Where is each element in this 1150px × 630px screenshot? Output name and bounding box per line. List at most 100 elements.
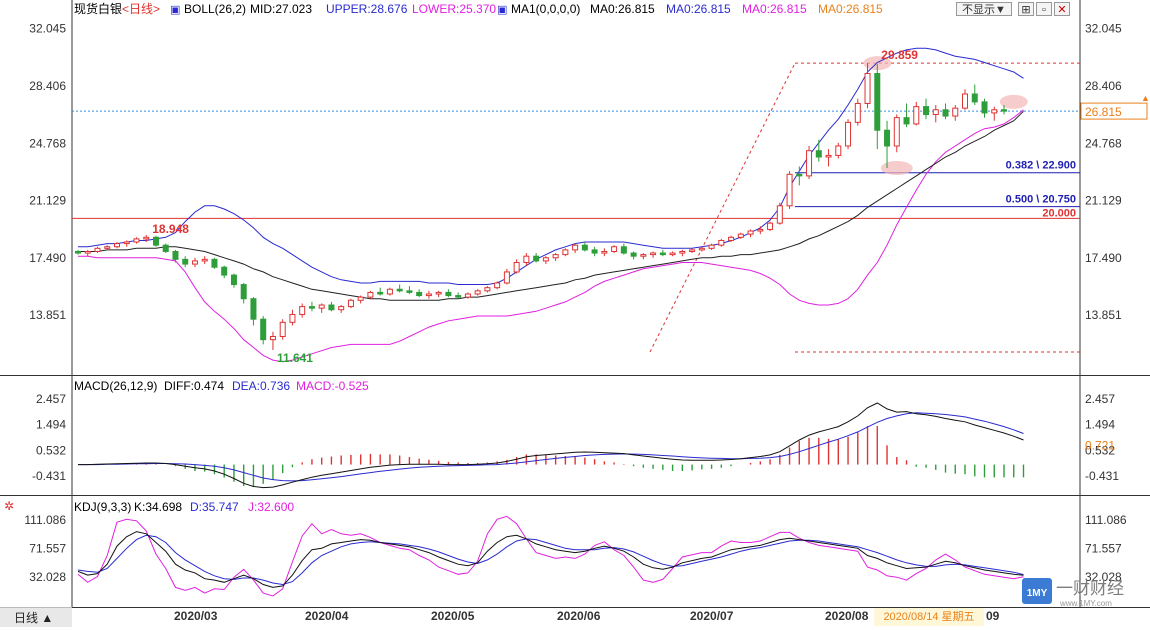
candle-body	[191, 260, 198, 265]
watermark-text: 一财财经	[1056, 579, 1124, 598]
candle-body	[572, 244, 579, 251]
candle-body	[84, 250, 91, 254]
candle-body	[845, 121, 852, 147]
kdj-label: KDJ(9,3,3)	[74, 500, 131, 514]
macd-y-tick: -0.431	[32, 469, 66, 483]
y-tick-label: 13.851	[1085, 308, 1122, 322]
candle-body	[659, 252, 666, 256]
y-tick-label: 24.768	[1085, 136, 1122, 150]
candle-body	[971, 93, 978, 103]
prior-high-annotation: 18.948	[152, 222, 189, 236]
candle-body	[767, 222, 774, 230]
candle-body	[221, 266, 228, 276]
candle-body	[523, 255, 530, 263]
candle-body	[601, 250, 608, 254]
price-arrow-icon: ▲	[1141, 93, 1150, 103]
candle-body	[338, 306, 345, 311]
period-tab[interactable]: 日线 ▲	[0, 607, 72, 627]
candle-body	[796, 173, 803, 177]
macd-y-tick: 2.457	[1085, 392, 1115, 406]
candle-body	[893, 117, 900, 147]
candle-body	[689, 249, 696, 252]
watermark: 1MY 一财财经 www.1MY.com	[1020, 572, 1146, 614]
restore-button[interactable]: ▫	[1036, 2, 1052, 16]
candle-body	[347, 299, 354, 308]
candle-body	[172, 250, 179, 260]
candle-body	[669, 252, 676, 256]
month-label: 2020/04	[305, 609, 349, 623]
candle-body	[903, 117, 910, 125]
high-annotation: 29.859	[881, 48, 918, 62]
macd-legend: MACD(26,12,9) DIFF:0.474 DEA:0.736 MACD:…	[74, 379, 369, 393]
macd-label: MACD(26,12,9)	[74, 379, 157, 393]
candle-body	[289, 313, 296, 323]
candle-body	[620, 246, 627, 254]
kdj-d-line	[77, 534, 1024, 586]
layout-button[interactable]: ⊞	[1018, 2, 1034, 16]
candle-body	[425, 293, 432, 297]
candle-body	[230, 274, 237, 286]
watermark-logo-icon	[1022, 578, 1052, 604]
y-tick-label: 21.129	[1085, 194, 1122, 208]
settings-icon[interactable]: ✲	[4, 499, 14, 513]
current-price-tag: 26.815	[1085, 105, 1122, 119]
kdj-y-tick: 71.557	[1085, 542, 1122, 556]
y-tick-label: 32.045	[29, 22, 66, 36]
candle-body	[981, 101, 988, 114]
candle-body	[503, 271, 510, 284]
candle-body	[611, 246, 618, 252]
kdj-k-line	[77, 531, 1024, 588]
price-panel[interactable]: 29.859 11.641 18.948 0.382 \ 22.900 0.500 \ …	[72, 47, 1150, 365]
price-tag-box	[1080, 102, 1148, 120]
macd-y-tick: 0.532	[1085, 443, 1115, 457]
candle-body	[630, 252, 637, 257]
price-legend: 现货白银 <日线> ▣ BOLL(26,2) MID:27.023 UPPER:…	[74, 1, 883, 16]
ma-value-1: MA0:26.815	[590, 2, 655, 16]
candle-body	[377, 291, 384, 295]
candle-body	[581, 244, 588, 251]
candle-body	[455, 295, 462, 298]
candle-body	[591, 249, 598, 254]
macd-hist-value: MACD:-0.525	[296, 379, 369, 393]
macd-y-tick: 2.457	[36, 392, 66, 406]
candle-body	[123, 241, 130, 245]
kdj-d-value: D:35.747	[190, 500, 239, 514]
macd-diff-value: DIFF:0.474	[164, 379, 224, 393]
candle-body	[962, 93, 969, 109]
level-20-label: 20.000	[1042, 207, 1076, 219]
indicator-select[interactable]: 不显示▼	[956, 2, 1012, 16]
candle-body	[825, 154, 832, 158]
watermark-logo: 1MY	[1027, 588, 1048, 599]
boll-upper-value: UPPER:28.676	[326, 2, 408, 16]
candle-body	[435, 291, 442, 295]
month-label: 2020/03	[174, 609, 218, 623]
candle-body	[104, 246, 111, 249]
kdj-y-tick: 111.086	[1085, 513, 1127, 527]
macd-panel[interactable]	[78, 402, 1025, 489]
candle-body	[308, 306, 315, 309]
candle-body	[932, 109, 939, 115]
y-tick-label: 28.406	[29, 79, 66, 93]
candle-body	[445, 291, 452, 297]
low-highlight	[880, 161, 913, 176]
fib-382-label: 0.382 \ 22.900	[1006, 160, 1076, 172]
candle-body	[133, 238, 140, 243]
y-tick-label: 13.851	[29, 308, 66, 322]
candle-body	[640, 254, 647, 257]
kdj-panel[interactable]	[77, 515, 1024, 597]
kdj-legend: ✲ KDJ(9,3,3) K:34.698 D:35.747 J:32.600	[4, 499, 294, 514]
candle-body	[747, 230, 754, 235]
fib-500-label: 0.500 \ 20.750	[1006, 194, 1076, 206]
candle-body	[864, 73, 871, 104]
month-label: 09	[986, 609, 1000, 623]
candle-body	[406, 290, 413, 293]
kdj-y-tick: 32.028	[1085, 570, 1122, 584]
candle-body	[113, 243, 120, 248]
close-button[interactable]: ✕	[1054, 2, 1070, 16]
macd-y-tick: 0.532	[36, 443, 66, 457]
candle-body	[952, 107, 959, 117]
y-tick-label: 24.768	[29, 136, 66, 150]
ma-icon: ▣	[497, 4, 507, 16]
